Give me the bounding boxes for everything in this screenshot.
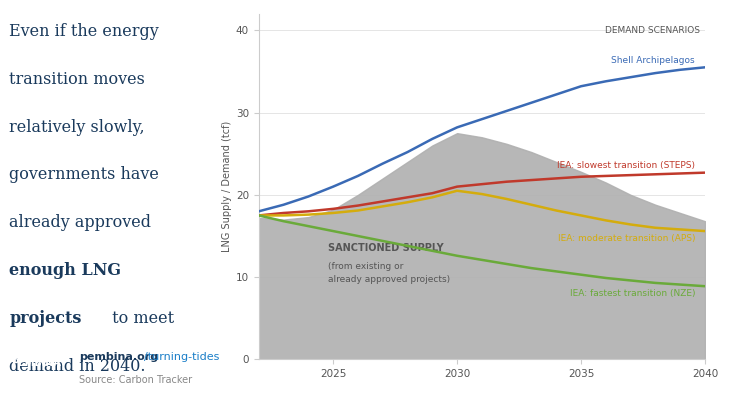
Text: pembina.org: pembina.org (79, 352, 158, 363)
Text: Shell Archipelagos: Shell Archipelagos (611, 56, 695, 65)
Text: IEA: slowest transition (STEPS): IEA: slowest transition (STEPS) (557, 161, 695, 170)
Text: already approved: already approved (10, 214, 152, 231)
Text: Source: Carbon Tracker: Source: Carbon Tracker (79, 375, 192, 385)
Text: to meet: to meet (107, 310, 174, 327)
Text: DEMAND SCENARIOS: DEMAND SCENARIOS (605, 26, 700, 35)
Text: Institute: Institute (16, 374, 55, 383)
Text: SANCTIONED SUPPLY: SANCTIONED SUPPLY (328, 243, 444, 253)
Text: Even if the energy: Even if the energy (10, 23, 159, 40)
Text: enough LNG: enough LNG (10, 263, 122, 280)
Text: governments have: governments have (10, 167, 159, 184)
Text: demand in 2040.: demand in 2040. (10, 359, 146, 376)
Text: transition moves: transition moves (10, 71, 146, 88)
Text: PEMBINA: PEMBINA (10, 358, 61, 368)
Text: IEA: fastest transition (NZE): IEA: fastest transition (NZE) (569, 289, 695, 298)
Text: /turning-tides: /turning-tides (144, 352, 219, 363)
Text: relatively slowly,: relatively slowly, (10, 118, 145, 135)
Y-axis label: LNG Supply / Demand (tcf): LNG Supply / Demand (tcf) (222, 121, 232, 252)
Text: IEA: moderate transition (APS): IEA: moderate transition (APS) (557, 233, 695, 243)
Text: projects: projects (10, 310, 82, 327)
Text: (from existing or
already approved projects): (from existing or already approved proje… (328, 262, 450, 284)
